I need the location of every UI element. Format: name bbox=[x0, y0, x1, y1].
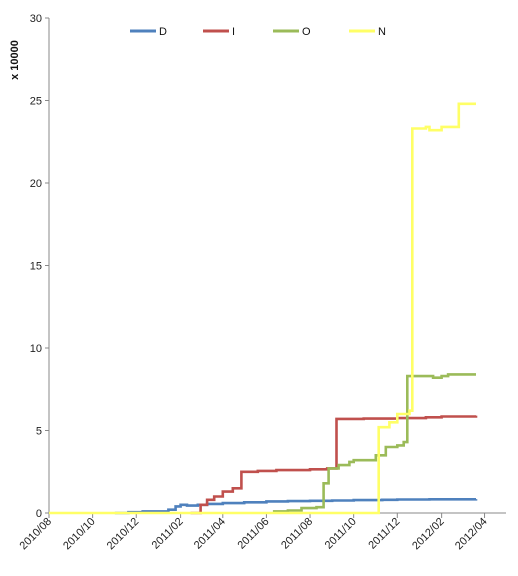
legend-label-n: N bbox=[378, 26, 386, 38]
legend-label-i: I bbox=[232, 26, 235, 38]
x-tick-label: 2011/08 bbox=[279, 516, 315, 552]
y-tick-label: 30 bbox=[30, 13, 42, 25]
x-tick-label: 2011/12 bbox=[366, 516, 402, 552]
y-tick-label: 25 bbox=[30, 96, 42, 108]
series-line-d bbox=[114, 498, 478, 515]
x-tick-label: 2011/02 bbox=[150, 516, 186, 552]
y-tick-label: 5 bbox=[36, 426, 42, 438]
series-line-o bbox=[272, 373, 476, 513]
x-tick-label: 2012/04 bbox=[453, 516, 490, 553]
series-line-i bbox=[190, 415, 478, 515]
legend-label-o: O bbox=[302, 26, 311, 38]
x-tick-label: 2011/06 bbox=[236, 516, 272, 552]
y-tick-label: 0 bbox=[36, 508, 42, 520]
x-tick-label: 2010/12 bbox=[105, 516, 142, 553]
legend-label-d: D bbox=[159, 26, 167, 38]
y-axis-unit-label: x 10000 bbox=[9, 40, 21, 80]
y-tick-label: 15 bbox=[30, 261, 42, 273]
y-tick-label: 10 bbox=[30, 343, 42, 355]
x-tick-label: 2010/08 bbox=[18, 516, 55, 553]
series-lines bbox=[49, 102, 478, 515]
x-tick-label: 2012/02 bbox=[410, 516, 447, 553]
x-tick-label: 2010/10 bbox=[61, 516, 98, 553]
x-tick-label: 2011/10 bbox=[323, 516, 359, 552]
series-line-n bbox=[49, 102, 476, 515]
x-tick-label: 2011/04 bbox=[192, 516, 228, 552]
y-tick-label: 20 bbox=[30, 178, 42, 190]
